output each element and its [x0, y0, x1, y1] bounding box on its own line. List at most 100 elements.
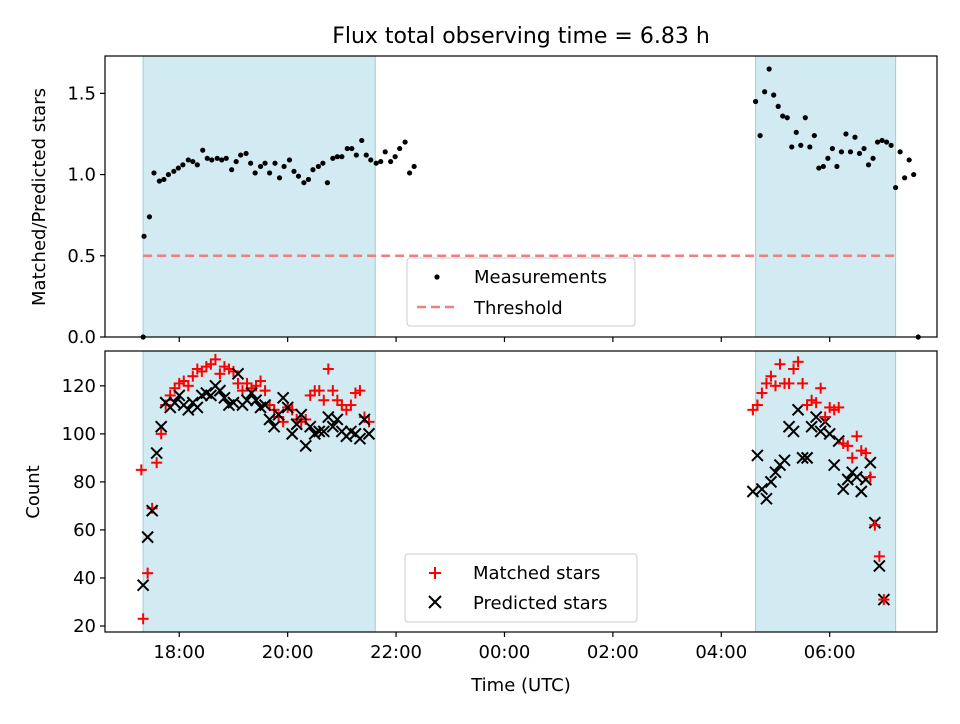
x-tick-label: 20:00: [262, 642, 314, 663]
measurement-point: [146, 214, 153, 220]
measurement-point: [852, 134, 858, 140]
measurement-point: [353, 152, 359, 158]
x-marker-b: [285, 427, 299, 441]
x-tick-label: 06:00: [804, 642, 856, 663]
measurement-point: [190, 158, 196, 165]
x-marker-b: [313, 425, 326, 438]
measurement-point: [291, 168, 297, 174]
measurement-point: [807, 144, 813, 150]
x-marker-b: [832, 434, 845, 448]
measurement-point: [151, 170, 157, 176]
measurement-point: [339, 154, 345, 160]
measurement-point: [816, 165, 822, 171]
top-ylabel: Matched/Predicted stars: [29, 88, 50, 306]
measurement-point: [829, 145, 835, 152]
x-tick-label: 04:00: [695, 642, 747, 663]
predicted-star-point: [272, 408, 285, 421]
measurement-point: [753, 98, 759, 105]
legend-measurements-marker: [434, 274, 440, 280]
legend-threshold-label: Threshold: [473, 298, 563, 319]
x-marker-b: [227, 396, 240, 409]
measurement-point: [879, 137, 885, 144]
x-tick-label: 18:00: [153, 642, 205, 663]
x-marker-b: [791, 403, 805, 417]
measurement-point: [209, 157, 215, 163]
predicted-star-point: [841, 473, 854, 486]
top-measurements: [140, 66, 921, 340]
x-marker-b: [322, 410, 335, 424]
matched-star-point: [236, 385, 248, 397]
measurement-point: [793, 129, 799, 135]
measurement-point: [334, 154, 340, 160]
bottom-panel: 20 40 60 80 100 120 18:00 20:00 22:00 00:00 02:00…: [23, 350, 938, 696]
matched-star-point: [182, 380, 194, 392]
measurement-point: [238, 152, 244, 158]
x-marker-b: [864, 456, 877, 469]
measurement-point: [798, 142, 804, 148]
measurement-point: [233, 158, 239, 165]
matched-star-point: [209, 353, 221, 365]
x-marker-b: [850, 470, 863, 484]
predicted-star-point: [362, 427, 376, 441]
measurement-point: [378, 158, 384, 165]
measurement-point: [911, 171, 917, 178]
predicted-star-point: [791, 403, 805, 417]
matched-star-point: [255, 375, 267, 387]
x-marker-b: [800, 451, 814, 465]
predicted-star-point: [150, 446, 163, 460]
y-tick-label: 100: [62, 424, 96, 445]
predicted-star-point: [191, 401, 204, 414]
measurement-point: [388, 158, 394, 165]
predicted-star-point: [769, 466, 782, 479]
predicted-star-point: [326, 420, 340, 433]
predicted-star-point: [249, 394, 263, 407]
y-tick-label: 0.0: [67, 327, 96, 348]
predicted-star-point: [204, 389, 218, 402]
predicted-star-point: [168, 396, 181, 409]
measurement-point: [902, 175, 908, 181]
legend-measurements-label: Measurements: [474, 267, 607, 288]
x-marker-b: [168, 396, 181, 409]
observing-window-span: [755, 350, 897, 633]
measurement-point: [200, 147, 206, 153]
matched-star-point: [345, 399, 357, 411]
x-marker-b: [182, 403, 195, 417]
x-marker-b: [213, 384, 227, 397]
top-y-ticks: 0.0 0.5 1.0 1.5: [67, 83, 105, 348]
x-marker-b: [855, 485, 868, 498]
measurement-point: [310, 167, 316, 173]
predicted-star-point: [263, 413, 276, 426]
x-marker-b: [240, 394, 254, 407]
measurement-point: [276, 175, 283, 181]
x-marker-b: [154, 420, 168, 433]
predicted-star-point: [240, 394, 254, 407]
y-tick-label: 0.5: [67, 246, 96, 267]
matched-star-point: [842, 440, 854, 452]
measurement-point: [888, 142, 894, 148]
matched-star-point: [363, 416, 375, 428]
x-marker-b: [204, 389, 218, 402]
predicted-star-point: [823, 427, 836, 441]
predicted-star-point: [778, 454, 791, 467]
matched-star-point: [322, 363, 334, 375]
measurement-point: [784, 115, 790, 121]
bottom-axes-frame: [104, 350, 938, 633]
matched-star-point: [313, 385, 325, 397]
predicted-star-point: [313, 425, 326, 438]
predicted-star-point: [796, 451, 809, 465]
predicted-star-point: [787, 425, 800, 438]
measurement-point: [775, 103, 781, 109]
measurement-point: [834, 163, 840, 170]
predicted-star-point: [182, 403, 195, 417]
matched-star-point: [142, 567, 154, 579]
measurement-point: [295, 173, 302, 179]
measurement-point: [780, 113, 786, 119]
legend-matched-label: Matched stars: [473, 563, 600, 584]
x-tick-label: 22:00: [370, 642, 422, 663]
x-marker-b: [304, 420, 317, 433]
x-marker-b: [245, 386, 258, 400]
matched-star-point: [792, 356, 804, 368]
predicted-star-point: [814, 425, 827, 438]
bottom-ylabel: Count: [23, 465, 44, 518]
measurement-point: [156, 178, 162, 184]
